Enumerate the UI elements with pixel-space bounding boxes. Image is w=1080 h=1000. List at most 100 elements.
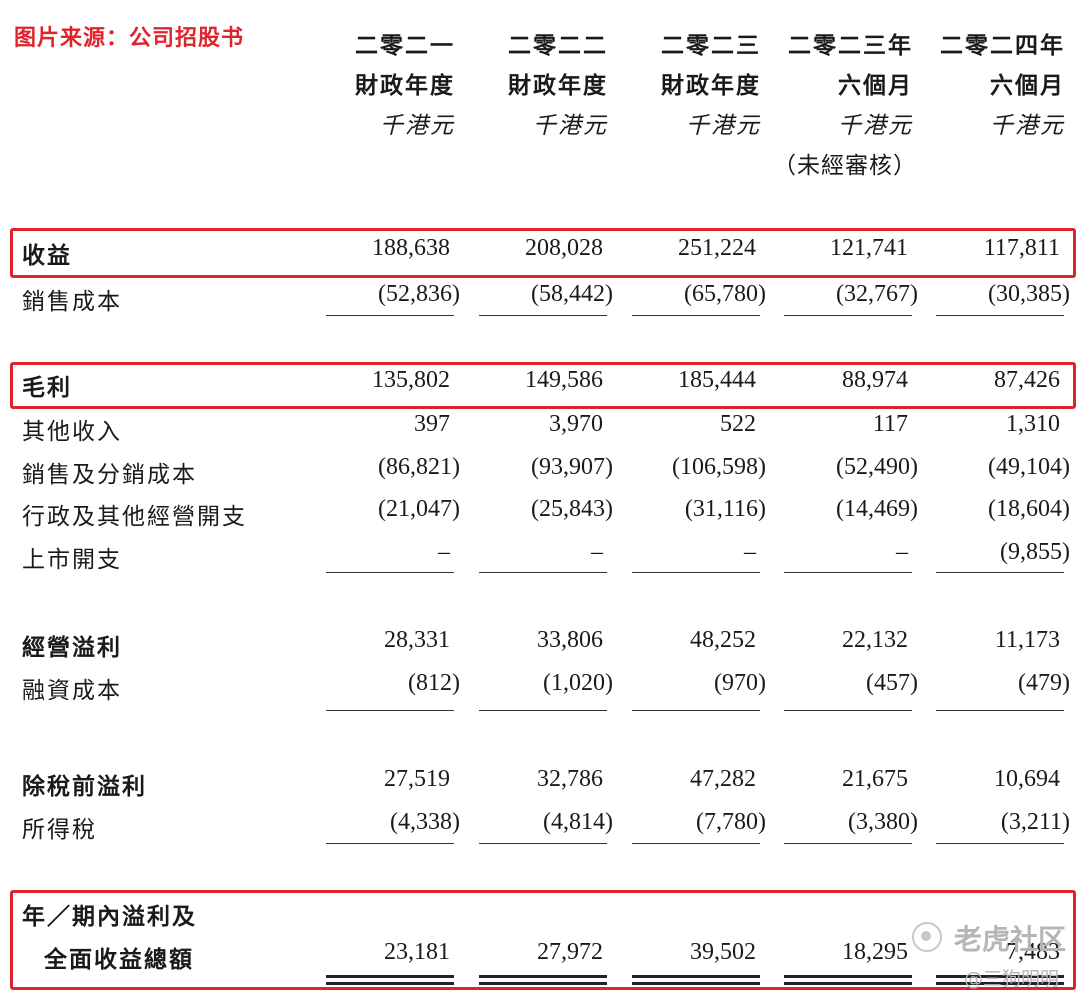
watermark-brand: 老虎社区	[954, 923, 1067, 956]
subtotal-underline	[479, 843, 607, 844]
table-cell: 39,502	[690, 939, 756, 965]
total-double-underline	[784, 982, 912, 985]
column-header-1: 二零二一 財政年度 千港元	[270, 26, 455, 146]
subtotal-underline	[784, 710, 912, 711]
subtotal-underline	[632, 572, 760, 573]
column-header-3: 二零二三財政年度千港元	[576, 26, 761, 146]
row-label: 經營溢利	[22, 634, 122, 661]
table-cell: 3,970	[549, 411, 603, 437]
total-double-underline	[936, 975, 1064, 978]
table-cell: 1,310	[1006, 411, 1060, 437]
table-cell: –	[896, 539, 908, 565]
subtotal-underline	[479, 710, 607, 711]
column-header-unit: 千港元	[686, 113, 761, 139]
table-cell: (457)	[866, 670, 918, 696]
row-label: 年／期內溢利及	[22, 903, 197, 930]
table-cell: 48,252	[690, 627, 756, 653]
table-cell: (4,814)	[543, 809, 613, 835]
table-cell: (970)	[714, 670, 766, 696]
table-cell: 23,181	[384, 939, 450, 965]
table-cell: 188,638	[372, 235, 450, 261]
row-label: 銷售成本	[22, 289, 122, 315]
column-header-unit: 千港元	[838, 113, 913, 139]
table-cell: (1,020)	[543, 670, 613, 696]
table-cell: 27,519	[384, 766, 450, 792]
row-label: 除稅前溢利	[22, 773, 147, 800]
table-cell: 28,331	[384, 627, 450, 653]
total-double-underline	[326, 982, 454, 985]
tiger-logo-icon	[912, 922, 942, 952]
table-cell: 397	[414, 411, 450, 437]
table-cell: 22,132	[842, 627, 908, 653]
column-header-line2: 財政年度	[355, 72, 455, 99]
column-header-line2: 六個月	[990, 72, 1065, 99]
subtotal-underline	[326, 710, 454, 711]
column-header-line2: 六個月	[838, 72, 913, 99]
table-cell: 47,282	[690, 766, 756, 792]
row-label: 銷售及分銷成本	[22, 462, 197, 488]
total-double-underline	[326, 975, 454, 978]
table-cell: (106,598)	[672, 454, 766, 480]
row-label: 行政及其他經營開支	[22, 504, 247, 530]
table-cell: –	[438, 539, 450, 565]
subtotal-underline	[936, 315, 1064, 316]
column-header-line1: 二零二一	[355, 32, 455, 59]
table-cell: 117,811	[983, 235, 1060, 261]
table-cell: 149,586	[525, 367, 603, 393]
row-label: 其他收入	[22, 419, 122, 445]
table-cell: 251,224	[678, 235, 756, 261]
total-double-underline	[632, 975, 760, 978]
column-header-2: 二零二二 財政年度 千港元	[423, 26, 608, 146]
subtotal-underline	[936, 710, 1064, 711]
table-cell: (52,836)	[378, 281, 460, 307]
subtotal-underline	[784, 843, 912, 844]
subtotal-underline	[479, 315, 607, 316]
table-cell: 10,694	[994, 766, 1060, 792]
row-label: 全面收益總額	[44, 946, 194, 973]
subtotal-underline	[936, 572, 1064, 573]
row-label: 上市開支	[22, 547, 122, 573]
table-cell: 121,741	[830, 235, 908, 261]
table-cell: (25,843)	[531, 496, 613, 522]
column-header-4: 二零二三年 六個月 千港元 （未經審核）	[728, 26, 916, 186]
table-cell: (3,380)	[848, 809, 918, 835]
column-header-line2: 財政年度	[661, 72, 761, 99]
table-cell: (14,469)	[836, 496, 918, 522]
column-header-note: （未經審核）	[773, 153, 917, 179]
table-cell: (3,211)	[1000, 809, 1070, 835]
table-cell: –	[744, 539, 756, 565]
table-cell: (32,767)	[836, 281, 918, 307]
total-double-underline	[936, 982, 1064, 985]
row-label: 毛利	[22, 374, 72, 401]
table-cell: –	[591, 539, 603, 565]
column-header-unit: 千港元	[990, 113, 1065, 139]
column-header-line1: 二零二二	[508, 32, 608, 59]
table-cell: (30,385)	[988, 281, 1070, 307]
subtotal-underline	[784, 315, 912, 316]
row-label: 所得稅	[22, 817, 97, 843]
table-cell: (31,116)	[684, 496, 766, 522]
table-cell: (58,442)	[531, 281, 613, 307]
subtotal-underline	[784, 572, 912, 573]
table-cell: 33,806	[537, 627, 603, 653]
table-cell: (18,604)	[988, 496, 1070, 522]
table-cell: (93,907)	[531, 454, 613, 480]
table-cell: 135,802	[372, 367, 450, 393]
watermark-user: @三狗明明	[964, 968, 1060, 990]
table-cell: (479)	[1018, 670, 1070, 696]
total-double-underline	[479, 982, 607, 985]
table-cell: 18,295	[842, 939, 908, 965]
table-cell: 88,974	[842, 367, 908, 393]
column-header-line1: 二零二三	[661, 32, 761, 59]
highlight-gross-profit	[10, 362, 1076, 409]
table-cell: 7,483	[1006, 939, 1060, 965]
table-cell: 11,173	[994, 627, 1060, 653]
table-cell: 522	[720, 411, 756, 437]
source-label: 图片来源：公司招股书	[14, 26, 245, 51]
table-cell: 185,444	[678, 367, 756, 393]
table-cell: (7,780)	[696, 809, 766, 835]
subtotal-underline	[632, 315, 760, 316]
subtotal-underline	[326, 315, 454, 316]
row-label: 融資成本	[22, 678, 122, 704]
table-cell: 32,786	[537, 766, 603, 792]
